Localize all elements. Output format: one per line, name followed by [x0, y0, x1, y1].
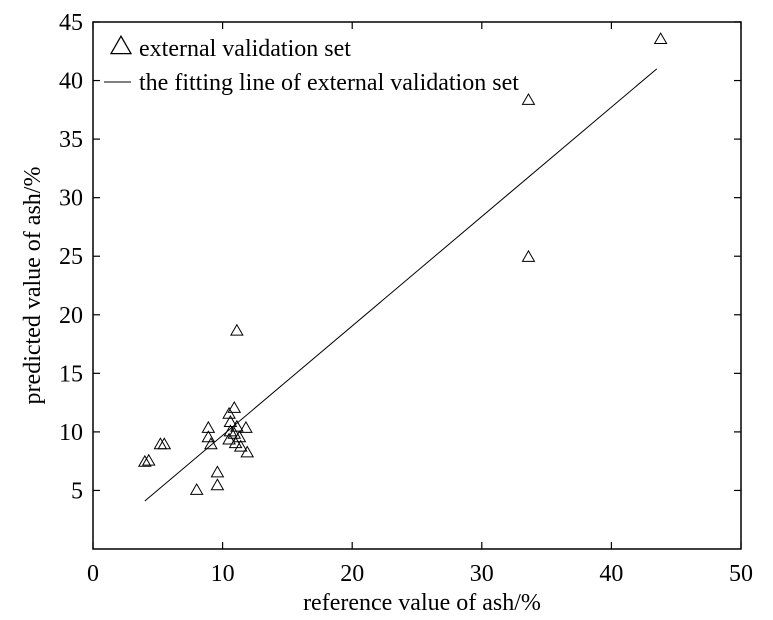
x-tick-label: 20 [340, 561, 364, 587]
y-tick-label: 20 [59, 303, 83, 329]
x-tick-label: 50 [729, 561, 753, 587]
data-point [223, 415, 238, 427]
legend-label-validation-set: external validation set [139, 36, 351, 62]
data-point [653, 32, 668, 45]
data-point [232, 430, 247, 443]
data-point [157, 437, 172, 450]
x-tick-label: 40 [599, 561, 623, 587]
legend: external validation set the fitting line … [104, 34, 519, 96]
data-point [229, 419, 244, 432]
legend-marker-triangle [109, 34, 133, 55]
plot-frame [92, 21, 742, 550]
x-tick-label: 30 [470, 561, 494, 587]
data-point [521, 92, 536, 105]
y-tick-label: 35 [59, 127, 83, 153]
data-point [222, 406, 236, 419]
y-tick-label: 5 [71, 478, 83, 504]
data-point [227, 400, 242, 413]
x-axis-label: reference value of ash/% [303, 590, 541, 616]
y-tick-label: 45 [59, 10, 83, 36]
data-point [153, 437, 168, 450]
y-tick-label: 10 [59, 420, 83, 446]
data-point [137, 454, 152, 467]
legend-label-fitting-line: the fitting line of external validation … [139, 70, 519, 96]
data-point [141, 453, 156, 466]
y-tick-label: 40 [59, 69, 83, 95]
data-point [240, 445, 255, 458]
data-point [239, 420, 253, 433]
x-tick-label: 10 [211, 561, 235, 587]
data-point [201, 430, 216, 443]
y-axis-label: predicted value of ash/% [20, 167, 46, 405]
data-point [227, 426, 242, 439]
axes: 0 10 20 30 40 50 5 10 15 20 25 30 35 40 45 reference va… [20, 10, 753, 616]
plot-area [137, 32, 668, 502]
data-point [222, 432, 236, 445]
y-tick-label: 30 [59, 186, 83, 212]
data-point [210, 465, 225, 478]
data-point [233, 439, 248, 452]
fitting-line [144, 68, 658, 502]
data-point [521, 249, 536, 262]
x-tick-label: 0 [87, 561, 99, 587]
data-point [201, 420, 216, 433]
data-point [204, 437, 218, 450]
data-point [228, 436, 243, 449]
y-tick-label: 25 [59, 244, 83, 270]
data-point [210, 478, 225, 491]
data-point [189, 482, 204, 495]
y-tick-label: 15 [59, 361, 83, 387]
data-point [229, 323, 244, 336]
